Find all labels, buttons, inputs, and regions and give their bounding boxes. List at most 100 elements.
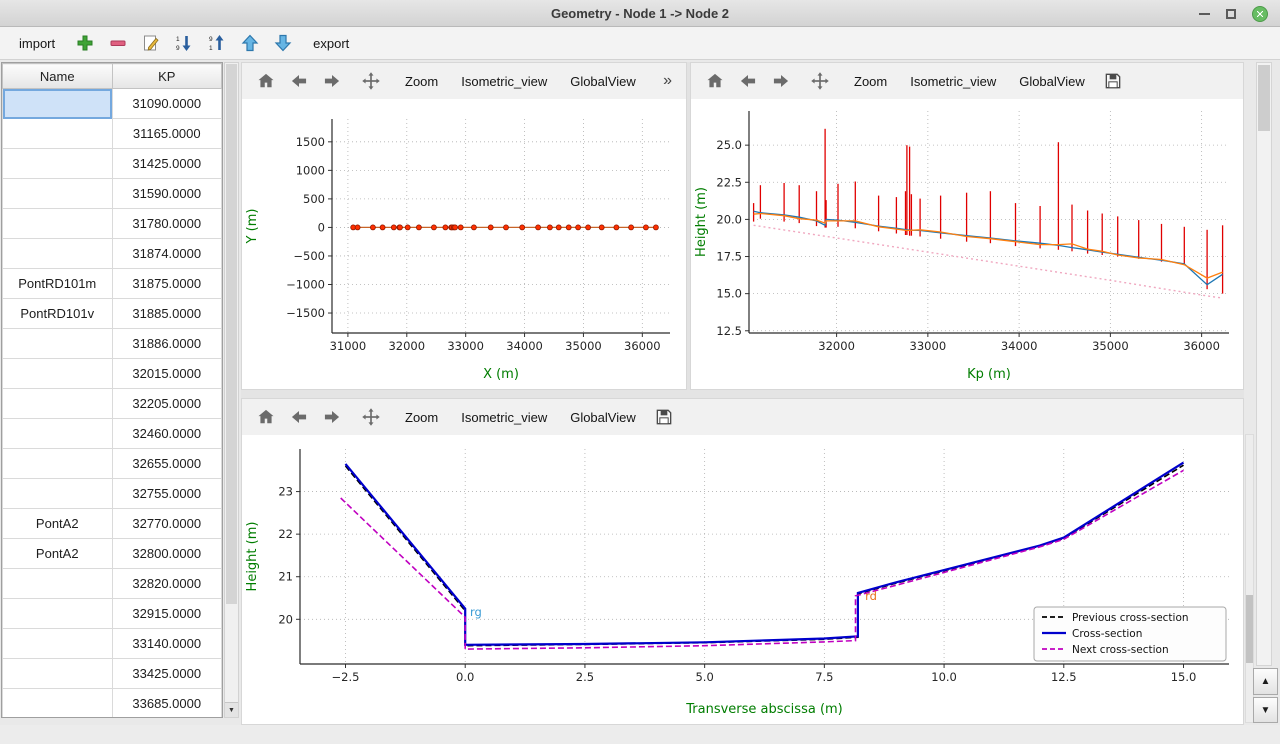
kp-cell[interactable]: 33425.0000 bbox=[111, 658, 222, 689]
zoom-button[interactable]: Zoom bbox=[845, 69, 896, 94]
forward-icon[interactable] bbox=[318, 404, 346, 430]
scroll-up-button[interactable]: ▲ bbox=[1253, 668, 1278, 695]
kp-cell[interactable]: 31886.0000 bbox=[111, 328, 222, 359]
horizontal-splitter[interactable] bbox=[241, 390, 1244, 398]
back-icon[interactable] bbox=[285, 404, 313, 430]
main-vertical-scrollbar[interactable] bbox=[1256, 62, 1272, 666]
table-scroll-down-icon[interactable]: ▼ bbox=[225, 702, 238, 717]
vertical-splitter[interactable] bbox=[687, 62, 690, 390]
name-cell[interactable] bbox=[2, 238, 113, 269]
table-row[interactable]: 31874.0000 bbox=[2, 238, 222, 269]
table-row[interactable]: PontRD101m 31875.0000 bbox=[2, 268, 222, 299]
cross-section-scrollbar-thumb[interactable] bbox=[1246, 595, 1253, 663]
table-row[interactable]: 33425.0000 bbox=[2, 658, 222, 689]
forward-icon[interactable] bbox=[318, 68, 346, 94]
kp-cell[interactable]: 31885.0000 bbox=[111, 298, 222, 329]
maximize-icon[interactable] bbox=[1226, 8, 1236, 19]
kp-cell[interactable]: 32800.0000 bbox=[111, 538, 222, 569]
save-icon[interactable] bbox=[650, 404, 678, 430]
table-row[interactable]: 31425.0000 bbox=[2, 148, 222, 179]
home-icon[interactable] bbox=[252, 404, 280, 430]
kp-cell[interactable]: 31875.0000 bbox=[111, 268, 222, 299]
table-row[interactable]: PontA2 32800.0000 bbox=[2, 538, 222, 569]
name-cell[interactable]: PontA2 bbox=[2, 508, 113, 539]
name-cell[interactable] bbox=[2, 358, 113, 389]
kp-cell[interactable]: 31874.0000 bbox=[111, 238, 222, 269]
kp-cell[interactable]: 31090.0000 bbox=[111, 88, 222, 119]
table-scrollbar-thumb[interactable] bbox=[226, 64, 237, 604]
forward-icon[interactable] bbox=[767, 68, 795, 94]
pan-icon[interactable] bbox=[357, 68, 385, 94]
table-row[interactable]: 33140.0000 bbox=[2, 628, 222, 659]
table-row[interactable]: 32820.0000 bbox=[2, 568, 222, 599]
isometric-view-button[interactable]: Isometric_view bbox=[452, 405, 556, 430]
name-cell[interactable] bbox=[2, 88, 113, 119]
globalview-button[interactable]: GlobalView bbox=[1010, 69, 1094, 94]
name-cell[interactable]: PontRD101v bbox=[2, 298, 113, 329]
pan-icon[interactable] bbox=[357, 404, 385, 430]
edit-icon[interactable] bbox=[141, 33, 161, 53]
table-row[interactable]: 32460.0000 bbox=[2, 418, 222, 449]
move-down-icon[interactable] bbox=[273, 33, 293, 53]
remove-row-icon[interactable] bbox=[108, 33, 128, 53]
table-row[interactable]: 32015.0000 bbox=[2, 358, 222, 389]
kp-cell[interactable]: 32205.0000 bbox=[111, 388, 222, 419]
table-row[interactable]: 32655.0000 bbox=[2, 448, 222, 479]
back-icon[interactable] bbox=[734, 68, 762, 94]
kp-cell[interactable]: 33140.0000 bbox=[111, 628, 222, 659]
name-cell[interactable] bbox=[2, 178, 113, 209]
cross-section-scrollbar[interactable] bbox=[1245, 434, 1254, 723]
name-cell[interactable] bbox=[2, 418, 113, 449]
import-button[interactable]: import bbox=[19, 35, 56, 51]
cross-section-chart[interactable]: −2.5 0.0 2.5 5.0 7.5 10.0 12.5 15.0 20 21 22 23 rg rd… bbox=[242, 435, 1243, 724]
home-icon[interactable] bbox=[252, 68, 280, 94]
name-cell[interactable] bbox=[2, 478, 113, 509]
titlebar[interactable]: Geometry - Node 1 -> Node 2 bbox=[0, 0, 1280, 27]
globalview-button[interactable]: GlobalView bbox=[561, 405, 645, 430]
kp-cell[interactable]: 32015.0000 bbox=[111, 358, 222, 389]
kp-cell[interactable]: 32755.0000 bbox=[111, 478, 222, 509]
table-row[interactable]: 32915.0000 bbox=[2, 598, 222, 629]
kp-cell[interactable]: 32770.0000 bbox=[111, 508, 222, 539]
name-cell[interactable]: PontA2 bbox=[2, 538, 113, 569]
table-row[interactable]: 31780.0000 bbox=[2, 208, 222, 239]
name-cell[interactable] bbox=[2, 568, 113, 599]
kp-cell[interactable]: 32820.0000 bbox=[111, 568, 222, 599]
kp-cell[interactable]: 31780.0000 bbox=[111, 208, 222, 239]
table-row[interactable]: 31090.0000 bbox=[2, 88, 222, 119]
minimize-icon[interactable] bbox=[1199, 12, 1210, 15]
name-cell[interactable] bbox=[2, 328, 113, 359]
table-row[interactable]: 33685.0000 bbox=[2, 688, 222, 717]
back-icon[interactable] bbox=[285, 68, 313, 94]
isometric-view-button[interactable]: Isometric_view bbox=[901, 69, 1005, 94]
isometric-view-button[interactable]: Isometric_view bbox=[452, 69, 556, 94]
main-scrollbar-thumb[interactable] bbox=[1258, 65, 1270, 131]
table-row[interactable]: 32205.0000 bbox=[2, 388, 222, 419]
pan-icon[interactable] bbox=[806, 68, 834, 94]
table-row[interactable]: PontA2 32770.0000 bbox=[2, 508, 222, 539]
name-cell[interactable]: PontRD101m bbox=[2, 268, 113, 299]
table-row[interactable]: 31590.0000 bbox=[2, 178, 222, 209]
longitudinal-profile-chart[interactable]: 32000 33000 34000 35000 36000 12.5 15.0 17.5 20.… bbox=[691, 99, 1243, 389]
close-icon[interactable] bbox=[1252, 5, 1268, 22]
plan-view-chart[interactable]: 31000 32000 33000 34000 35000 36000 −1500 −1000… bbox=[242, 99, 686, 389]
table-row[interactable]: 31886.0000 bbox=[2, 328, 222, 359]
zoom-button[interactable]: Zoom bbox=[396, 405, 447, 430]
kp-cell[interactable]: 32655.0000 bbox=[111, 448, 222, 479]
name-cell[interactable] bbox=[2, 598, 113, 629]
scroll-down-button[interactable]: ▼ bbox=[1253, 697, 1278, 723]
table-row[interactable]: 31165.0000 bbox=[2, 118, 222, 149]
kp-cell[interactable]: 31590.0000 bbox=[111, 178, 222, 209]
name-cell[interactable] bbox=[2, 208, 113, 239]
name-cell[interactable] bbox=[2, 688, 113, 717]
move-up-icon[interactable] bbox=[240, 33, 260, 53]
name-cell[interactable] bbox=[2, 448, 113, 479]
kp-cell[interactable]: 32460.0000 bbox=[111, 418, 222, 449]
name-column-header[interactable]: Name bbox=[2, 63, 113, 89]
export-button[interactable]: export bbox=[313, 35, 350, 51]
kp-cell[interactable]: 31165.0000 bbox=[111, 118, 222, 149]
name-cell[interactable] bbox=[2, 388, 113, 419]
table-row[interactable]: 32755.0000 bbox=[2, 478, 222, 509]
